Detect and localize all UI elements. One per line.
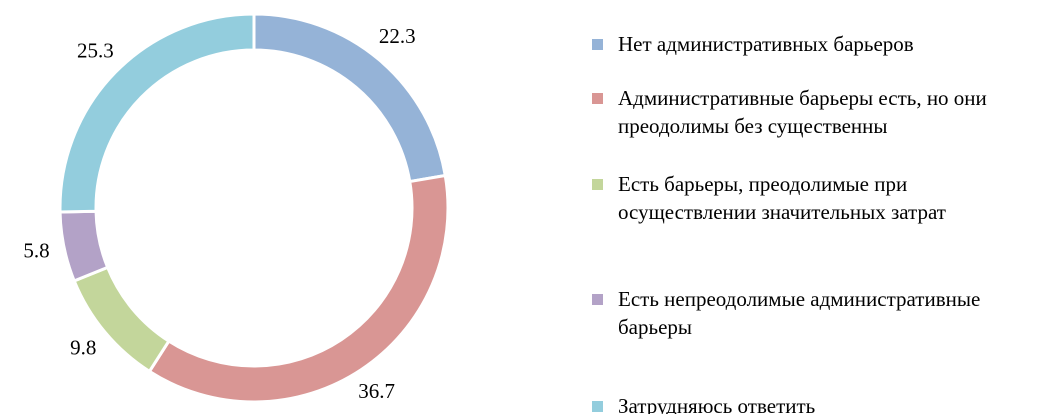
legend-item: Есть непреодолимые административные барь… (592, 285, 1022, 341)
legend-item: Административные барьеры есть, но они пр… (592, 84, 1022, 140)
legend-item: Есть барьеры, преодолимые при осуществле… (592, 170, 1022, 226)
legend-label: Нет административных барьеров (618, 32, 914, 56)
legend-item: Нет административных барьеров (592, 30, 1022, 58)
legend-swatch (592, 39, 603, 50)
legend-swatch (592, 93, 603, 104)
legend-label: Административные барьеры есть, но они пр… (618, 86, 987, 138)
data-label: 25.3 (77, 38, 114, 62)
donut-segment (58, 209, 110, 283)
legend-label: Затрудняюсь ответить (618, 394, 816, 414)
legend-label: Есть барьеры, преодолимые при осуществле… (618, 172, 946, 224)
legend-label: Есть непреодолимые административные барь… (618, 287, 981, 339)
donut-segment (147, 173, 450, 404)
legend-swatch (592, 179, 603, 190)
donut-segment (252, 12, 447, 184)
data-label: 5.8 (23, 239, 49, 263)
data-label: 9.8 (70, 336, 96, 360)
donut-segment (58, 12, 256, 214)
legend-item: Затрудняюсь ответить (592, 392, 1022, 414)
legend-swatch (592, 294, 603, 305)
legend-swatch (592, 401, 603, 412)
data-label: 36.7 (358, 379, 395, 403)
data-label: 22.3 (379, 24, 416, 48)
